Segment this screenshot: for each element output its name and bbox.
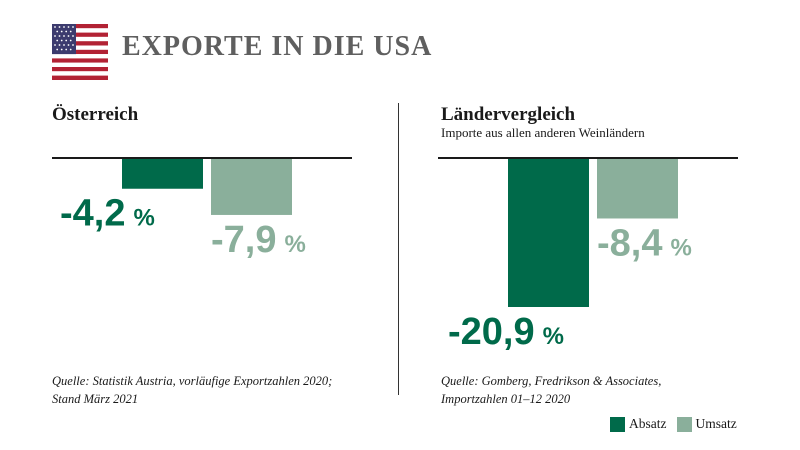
legend-item-absatz: Absatz <box>610 416 667 432</box>
chart-1-value-label-umsatz: -7,9% <box>211 219 306 261</box>
source-austria-line1: Quelle: Statistik Austria, vorläufige Ex… <box>52 374 333 388</box>
chart-2-bar-absatz <box>508 159 589 307</box>
chart-2-value-label-umsatz: -8,4% <box>597 222 692 264</box>
legend-label-umsatz: Umsatz <box>695 416 737 431</box>
us-flag-icon <box>52 24 108 80</box>
source-austria-line2: Stand März 2021 <box>52 392 139 406</box>
chart-1-value-label-absatz: -4,2% <box>60 193 155 235</box>
source-comparison: Quelle: Gomberg, Fredrikson & Associates… <box>441 372 661 408</box>
source-comparison-line2: Importzahlen 01–12 2020 <box>441 392 571 406</box>
chart-2-value-label-absatz: -20,9% <box>448 311 564 353</box>
legend-item-umsatz: Umsatz <box>676 416 737 432</box>
source-austria: Quelle: Statistik Austria, vorläufige Ex… <box>52 372 332 408</box>
chart-1-bar-umsatz <box>211 159 292 215</box>
panel-title-comparison: Ländervergleich <box>441 104 576 125</box>
legend-swatch-absatz <box>610 416 625 432</box>
panel-subtitle-comparison: Importe aus allen anderen Weinländern <box>441 125 645 140</box>
chart-2-bar-umsatz <box>597 159 678 219</box>
panel-divider <box>398 103 399 395</box>
flag-stars <box>54 26 74 51</box>
chart-1-bar-absatz <box>122 159 203 189</box>
legend-swatch-umsatz <box>676 416 692 432</box>
source-comparison-line1: Quelle: Gomberg, Fredrikson & Associates… <box>441 374 662 388</box>
page-title: EXPORTE IN DIE USA <box>122 31 433 62</box>
panel-title-austria: Österreich <box>52 104 139 125</box>
chart-legend: Absatz Umsatz <box>610 416 747 432</box>
legend-label-absatz: Absatz <box>629 416 667 431</box>
flag-stripes <box>52 24 108 80</box>
flag-canton <box>52 24 76 55</box>
